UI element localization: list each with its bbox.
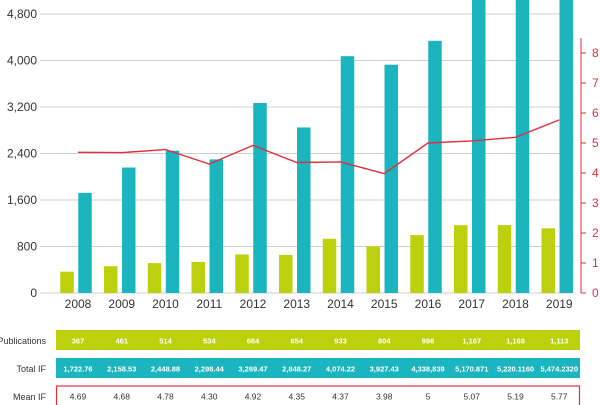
- publications-bar: [366, 246, 380, 293]
- mean-if-line: [77, 119, 560, 175]
- table-cell: 1,168: [506, 337, 525, 346]
- table-row-band: [56, 330, 580, 350]
- y-left-tick-label: 1,600: [7, 193, 37, 207]
- x-tick-label: 2017: [458, 297, 485, 311]
- publications-bar: [410, 235, 424, 293]
- table-cell: 804: [378, 337, 391, 346]
- y-right-tick-label: 2: [592, 226, 599, 240]
- table-cell: 654: [290, 337, 303, 346]
- x-tick-label: 2015: [371, 297, 398, 311]
- table-cell: 5,170.871: [455, 365, 488, 374]
- table-cell: 461: [115, 337, 128, 346]
- table-cell: 4.92: [245, 392, 262, 402]
- publications-bar: [322, 238, 337, 293]
- table-cell: 2,298.44: [195, 365, 225, 374]
- table-cell: 3,927.43: [370, 365, 399, 374]
- y-right-tick-label: 3: [592, 196, 599, 210]
- table-cell: 4.68: [113, 392, 130, 402]
- table-cell: 933: [334, 337, 347, 346]
- publications-bar: [541, 228, 555, 293]
- x-tick-label: 2010: [152, 297, 179, 311]
- total-if-bar: [472, 0, 486, 294]
- table-cell: 4.78: [157, 392, 174, 402]
- total-if-bar: [122, 167, 136, 293]
- x-tick-label: 2008: [65, 297, 92, 311]
- y-right-tick-label: 8: [592, 46, 599, 60]
- table-cell: 3.98: [376, 392, 393, 402]
- publications-bar: [497, 225, 512, 293]
- y-right-tick-label: 7: [592, 76, 599, 90]
- table-cell: 2,448.88: [151, 365, 180, 374]
- y-left-tick-label: 2,400: [7, 147, 37, 161]
- table-cell: 1,722.76: [63, 365, 92, 374]
- table-cell: 4.35: [288, 392, 305, 402]
- table-cell: 5: [426, 392, 431, 402]
- total-if-bar: [340, 56, 355, 294]
- x-tick-label: 2018: [502, 297, 529, 311]
- table-cell: 5,220.1160: [497, 365, 534, 374]
- total-if-bar: [78, 192, 92, 293]
- x-tick-label: 2013: [283, 297, 310, 311]
- table-cell: 5,474.2320: [540, 365, 578, 374]
- x-tick-label: 2016: [415, 297, 442, 311]
- x-tick-label: 2014: [327, 297, 354, 311]
- publications-bar: [454, 225, 468, 293]
- table-cell: 2,158.53: [107, 365, 136, 374]
- total-if-bar: [297, 127, 311, 293]
- y-left-tick-label: 4,000: [7, 54, 37, 68]
- y-right-tick-label: 5: [592, 136, 599, 150]
- x-tick-label: 2011: [196, 297, 222, 311]
- y-left-tick-label: 0: [30, 286, 37, 300]
- table-cell: 534: [203, 337, 216, 346]
- table-cell: 664: [247, 337, 260, 346]
- y-right-tick-label: 4: [592, 166, 599, 180]
- table-cell: 2,848.27: [282, 365, 311, 374]
- total-if-bar: [428, 40, 442, 294]
- table-cell: 5.19: [507, 392, 524, 402]
- table-row-band: [56, 358, 580, 378]
- total-if-bar: [384, 64, 398, 293]
- total-if-bar: [515, 0, 530, 294]
- total-if-bar: [165, 150, 180, 293]
- table-cell: 1,113: [550, 337, 568, 346]
- y-right-tick-label: 1: [592, 256, 599, 270]
- publications-bar: [191, 261, 205, 293]
- table-row-label: Publications: [0, 336, 46, 346]
- table-cell: 4.69: [70, 392, 87, 402]
- total-if-bar: [559, 0, 573, 293]
- total-if-bar: [209, 159, 223, 293]
- y-left-tick-label: 4,800: [7, 7, 37, 21]
- table-cell: 3,269.47: [238, 365, 267, 374]
- y-left-tick-label: 800: [17, 240, 37, 254]
- y-right-tick-label: 6: [592, 106, 599, 120]
- x-tick-label: 2019: [546, 297, 573, 311]
- table-cell: 5.77: [551, 392, 568, 402]
- y-right-tick-label: 0: [592, 286, 599, 300]
- table-cell: 4.37: [332, 392, 349, 402]
- table-cell: 367: [72, 337, 85, 346]
- table-cell: 4,338,839: [411, 365, 444, 374]
- table-cell: 5.07: [463, 392, 480, 402]
- table-row-label: Mean IF: [13, 392, 47, 402]
- publications-bar: [147, 263, 162, 293]
- publications-bar: [60, 271, 74, 293]
- publications-bar: [104, 266, 118, 293]
- y-left-tick-label: 3,200: [7, 100, 37, 114]
- table-row-label: Total IF: [16, 364, 46, 374]
- table-cell: 4,074.22: [326, 365, 355, 374]
- table-cell: 514: [159, 337, 172, 346]
- x-tick-label: 2009: [108, 297, 135, 311]
- table-cell: 4.30: [201, 392, 218, 402]
- x-tick-label: 2012: [240, 297, 267, 311]
- total-if-bar: [253, 102, 267, 293]
- table-row-band: [55, 385, 581, 405]
- publications-bar: [279, 254, 293, 293]
- table-cell: 996: [422, 337, 435, 346]
- publications-bar: [235, 254, 249, 293]
- table-cell: 1,167: [462, 337, 481, 346]
